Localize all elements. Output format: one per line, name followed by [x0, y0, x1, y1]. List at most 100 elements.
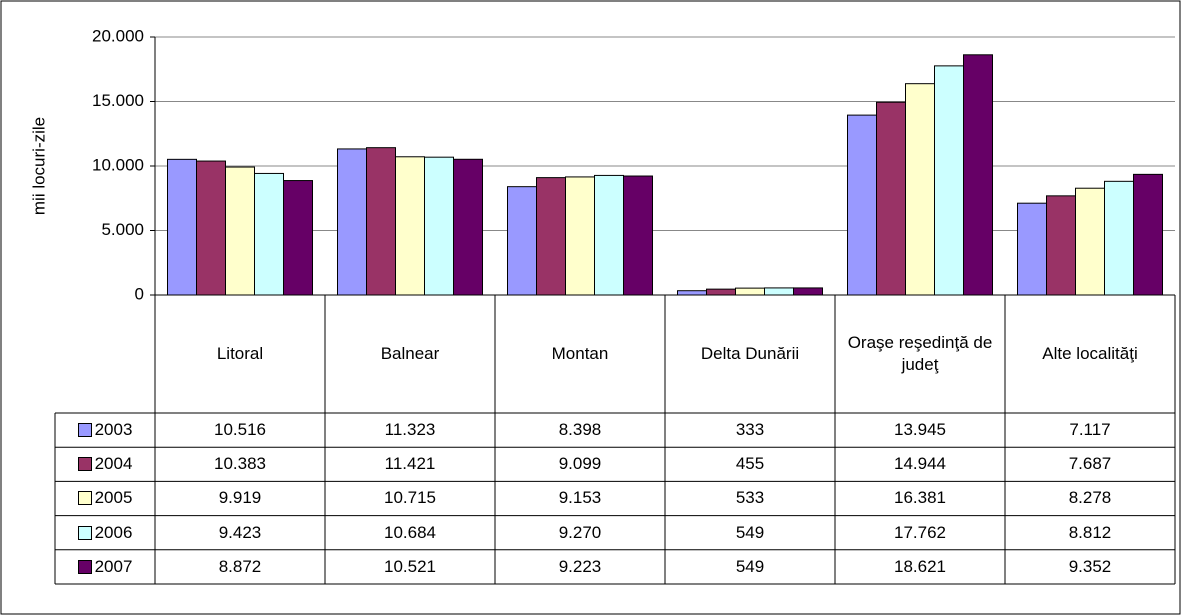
data-table-value: 17.762 [835, 516, 1005, 550]
data-table-value: 333 [665, 413, 835, 447]
legend-label-text: 2005 [94, 488, 133, 508]
bar [1133, 173, 1163, 296]
data-table-value-text: 18.621 [894, 556, 946, 576]
bar [225, 166, 255, 296]
data-table-value: 8.398 [495, 413, 665, 447]
data-table-value-text: 9.099 [558, 454, 602, 474]
data-table-value-text: 10.715 [384, 488, 436, 508]
data-table-value-text: 549 [735, 556, 765, 576]
data-table-value: 549 [665, 550, 835, 584]
bar [905, 83, 935, 296]
y-tick-label: 5.000 [101, 220, 144, 239]
data-table-value-text: 17.762 [894, 522, 946, 542]
data-table-value: 8.812 [1005, 516, 1175, 550]
data-table-value-text: 7.117 [1069, 420, 1111, 440]
bar [254, 172, 284, 296]
data-table-value-text: 9.153 [558, 488, 602, 508]
legend-label-text: 2007 [94, 556, 133, 576]
bar [167, 158, 197, 296]
y-tick-label: 20.000 [92, 26, 144, 45]
x-tick-label-text: Alte localităţi [1042, 344, 1138, 363]
data-table-value: 549 [665, 516, 835, 550]
y-tick-label: 15.000 [92, 91, 144, 110]
data-table-value: 9.919 [155, 481, 325, 515]
data-table-value-text: 9.223 [558, 556, 602, 576]
bar [847, 114, 877, 296]
legend-swatch [77, 559, 92, 574]
data-table-value: 8.872 [155, 550, 325, 584]
data-table-value: 9.223 [495, 550, 665, 584]
data-table-value-text: 10.684 [384, 522, 436, 542]
data-table-value-text: 9.352 [1068, 556, 1112, 576]
x-tick-label-text: Litoral [216, 344, 264, 363]
data-table-value-text: 10.521 [384, 556, 436, 576]
data-table-value: 455 [665, 447, 835, 481]
y-tick-label: 10.000 [92, 155, 144, 174]
data-table-value-text: 11.323 [384, 420, 436, 440]
bar [283, 180, 313, 296]
data-table-value-text: 10.516 [214, 420, 266, 440]
legend-swatch [77, 423, 92, 438]
bar [366, 147, 396, 296]
data-table-value: 7.687 [1005, 447, 1175, 481]
data-table-value: 13.945 [835, 413, 1005, 447]
bar [565, 176, 595, 296]
bar [594, 174, 624, 296]
data-table-value-text: 549 [735, 522, 765, 542]
x-tick-label-text: Balnear [380, 344, 440, 363]
data-table-value: 10.516 [155, 413, 325, 447]
data-table-value: 7.117 [1005, 413, 1175, 447]
data-table-value: 18.621 [835, 550, 1005, 584]
legend-swatch [77, 457, 92, 472]
data-table-value-text: 9.919 [218, 488, 262, 508]
legend-label-text: 2006 [94, 522, 133, 542]
x-tick-label: Alte localităţi [1013, 295, 1167, 413]
bar [1104, 180, 1134, 296]
y-axis-label: mii locuri-zile [29, 117, 48, 215]
bar [1075, 187, 1105, 296]
data-table-value-text: 14.944 [894, 454, 946, 474]
bar [507, 186, 537, 296]
bar [764, 287, 794, 296]
data-table-value: 16.381 [835, 481, 1005, 515]
data-table-value-text: 8.398 [558, 420, 602, 440]
data-table-value: 8.278 [1005, 481, 1175, 515]
data-table-value: 10.521 [325, 550, 495, 584]
data-table-value: 14.944 [835, 447, 1005, 481]
bar [963, 54, 993, 296]
bar [337, 148, 367, 296]
bar [395, 156, 425, 296]
data-table-value-text: 9.270 [558, 522, 602, 542]
data-table-value-text: 10.383 [214, 454, 266, 474]
x-tick-label-text: Oraşe reşedinţă de judeţ [847, 333, 993, 374]
legend-swatch [77, 525, 92, 540]
bar [196, 160, 226, 296]
bar [934, 65, 964, 296]
data-table-value-text: 455 [735, 454, 765, 474]
data-table-value-text: 533 [735, 488, 765, 508]
data-table-value: 10.383 [155, 447, 325, 481]
legend-label: 2007 [55, 550, 155, 584]
data-table-value: 11.421 [325, 447, 495, 481]
data-table-value: 10.715 [325, 481, 495, 515]
data-table-value-text: 8.812 [1068, 522, 1112, 542]
x-tick-label-text: Montan [551, 344, 609, 363]
bar [424, 156, 454, 296]
data-table-value-text: 8.278 [1068, 488, 1112, 508]
y-tick-label: 0 [135, 284, 144, 303]
x-tick-label-text: Delta Dunării [700, 344, 800, 363]
x-tick-label: Oraşe reşedinţă de judeţ [843, 295, 997, 413]
data-table-value: 9.423 [155, 516, 325, 550]
legend-label-text: 2003 [94, 420, 133, 440]
data-table-value-text: 9.423 [218, 522, 262, 542]
data-table-value: 9.270 [495, 516, 665, 550]
data-table-value: 9.352 [1005, 550, 1175, 584]
bar [1017, 202, 1047, 296]
legend-label-text: 2004 [94, 454, 133, 474]
data-table-value-text: 8.872 [218, 556, 262, 576]
data-table-value: 9.153 [495, 481, 665, 515]
x-tick-label: Balnear [333, 295, 487, 413]
data-table-value-text: 333 [735, 420, 765, 440]
bar [1046, 195, 1076, 296]
